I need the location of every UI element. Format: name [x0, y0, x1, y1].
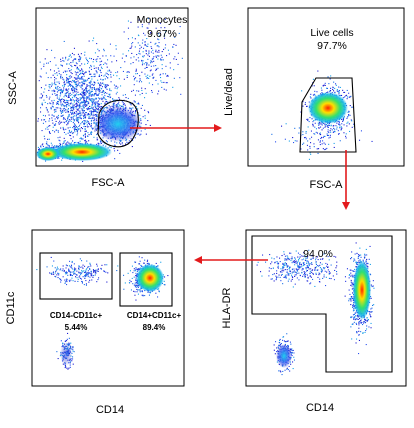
density-cluster	[353, 260, 371, 320]
density-cluster	[308, 92, 348, 124]
hla-dr-gate	[251, 235, 393, 373]
x-axis-label: CD14	[306, 402, 334, 414]
plot-frame	[31, 229, 185, 387]
x-axis-label: CD14	[96, 404, 124, 416]
panel-hla-dr-gate: 94.0% CD14 HLA-DR	[221, 229, 407, 414]
y-axis-label: CD11c	[5, 291, 17, 324]
gate-name-label: CD14-CD11c+	[50, 311, 103, 320]
density-cluster	[94, 106, 142, 142]
density-cluster	[52, 143, 112, 161]
y-axis-label: SSC-A	[7, 71, 19, 105]
density-cluster	[136, 264, 164, 292]
density-cluster	[276, 344, 292, 368]
y-axis-label: Live/dead	[223, 68, 235, 116]
plot-frame	[247, 7, 405, 167]
panel-cd11c-gates: CD14-CD11c+ 5.44% CD14+CD11c+ 89.4% CD14…	[5, 229, 185, 416]
gate-percent-label: 94.0%	[303, 248, 333, 260]
panel-monocyte-gate: Monocytes 9.67% FSC-A SSC-A	[7, 7, 189, 189]
plot-frame	[245, 229, 407, 387]
y-axis-label: HLA-DR	[221, 287, 233, 328]
density-cluster	[60, 342, 72, 366]
gate-percent-label: 9.67%	[147, 28, 177, 40]
gate-percent-label: 89.4%	[143, 323, 166, 332]
gate-percent-label: 97.7%	[317, 40, 347, 52]
x-axis-label: FSC-A	[92, 177, 126, 189]
gate-name-label: CD14+CD11c+	[127, 311, 182, 320]
gate-percent-label: 5.44%	[65, 323, 88, 332]
gate-name-label: Monocytes	[137, 14, 188, 26]
x-axis-label: FSC-A	[310, 179, 344, 191]
cd14-neg-cd11c-pos-gate	[39, 252, 113, 300]
panel-live-cell-gate: Live cells 97.7% FSC-A Live/dead	[223, 7, 405, 191]
monocyte-gate	[97, 99, 139, 148]
density-cluster	[36, 147, 60, 161]
live-cell-gate	[299, 77, 357, 153]
gate-name-label: Live cells	[310, 27, 353, 39]
cd14-pos-cd11c-pos-gate	[119, 252, 173, 307]
